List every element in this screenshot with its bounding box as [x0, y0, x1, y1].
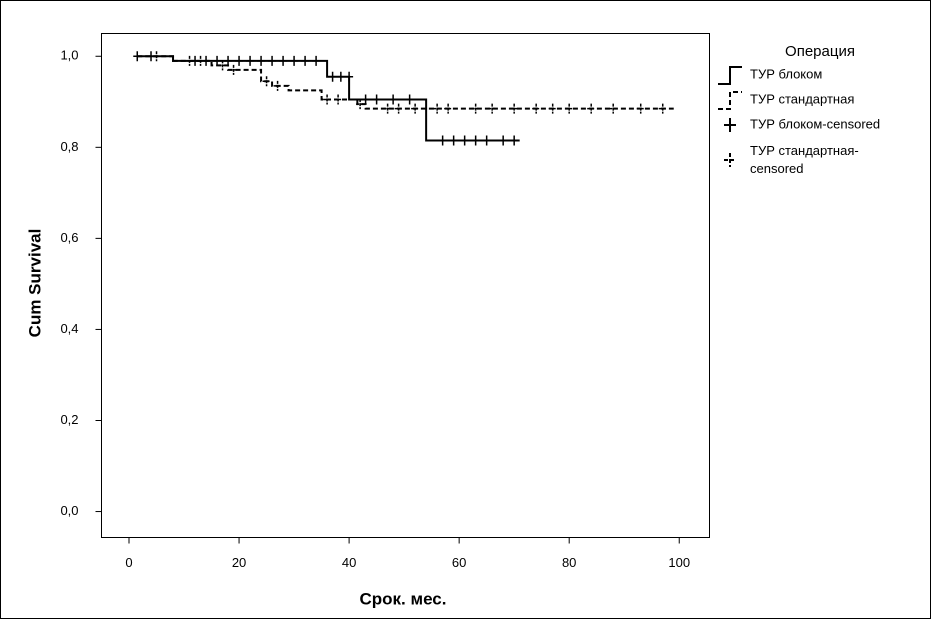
censor-mark [312, 55, 321, 66]
x-tick-label: 0 [125, 555, 132, 570]
y-axis-title: Cum Survival [25, 229, 44, 338]
censor-mark [532, 103, 541, 114]
censor-mark [262, 76, 271, 87]
censor-mark [488, 103, 497, 114]
censor-mark [273, 80, 282, 91]
legend-label: ТУР стандартная [750, 91, 854, 106]
censor-mark [444, 103, 453, 114]
censor-mark [449, 135, 458, 146]
legend-label-line: censored [750, 161, 803, 176]
censor-mark [510, 135, 519, 146]
censor-mark [152, 51, 161, 62]
censor-mark [323, 94, 332, 105]
censor-mark [235, 55, 244, 66]
censor-mark [246, 55, 255, 66]
legend-marker [724, 118, 736, 132]
censor-mark [383, 103, 392, 114]
survival-curve [137, 55, 674, 110]
censor-mark [658, 103, 667, 114]
legend-label: ТУР стандартная-censored [750, 143, 859, 176]
censor-mark [213, 55, 222, 66]
censor-mark [636, 103, 645, 114]
censor-mark [565, 103, 574, 114]
censor-mark [372, 94, 381, 105]
censor-mark [405, 94, 414, 105]
y-tick-label: 0,8 [60, 139, 78, 154]
censor-mark [548, 103, 557, 114]
censor-mark [411, 103, 420, 114]
censor-mark [185, 55, 194, 66]
censor-mark [290, 55, 299, 66]
censor-mark [433, 103, 442, 114]
legend-label: ТУР блоком [750, 66, 822, 81]
x-tick-label: 100 [668, 555, 690, 570]
censor-mark [133, 51, 142, 62]
censor-mark [587, 103, 596, 114]
y-tick-label: 0,6 [60, 230, 78, 245]
censor-mark [361, 94, 370, 105]
legend-title: Операция [785, 43, 855, 60]
y-tick-label: 0,4 [60, 321, 78, 336]
censor-mark [609, 103, 618, 114]
censor-mark [301, 55, 310, 66]
legend-marker [724, 153, 736, 167]
x-tick-label: 80 [562, 555, 576, 570]
censor-mark [224, 55, 233, 66]
censor-mark [394, 103, 403, 114]
censor-mark [510, 103, 519, 114]
censor-mark [471, 103, 480, 114]
censor-mark [356, 99, 365, 110]
legend-label: ТУР блоком-censored [750, 116, 880, 131]
censor-mark [229, 64, 238, 75]
censor-mark [268, 55, 277, 66]
censor-mark [471, 135, 480, 146]
censor-mark [218, 60, 227, 71]
censor-mark [336, 71, 345, 82]
legend-marker [718, 91, 742, 110]
x-tick-label: 40 [342, 555, 356, 570]
y-tick-label: 1,0 [60, 48, 78, 63]
plot-frame [101, 33, 710, 538]
censor-mark [482, 135, 491, 146]
censor-mark [279, 55, 288, 66]
x-tick-label: 60 [452, 555, 466, 570]
legend-marker [718, 66, 742, 85]
censor-mark [328, 71, 337, 82]
censor-mark [334, 94, 343, 105]
y-tick-label: 0,2 [60, 412, 78, 427]
x-axis-title: Срок. мес. [360, 589, 447, 608]
legend-label-line: ТУР стандартная- [750, 143, 859, 158]
censor-mark [499, 135, 508, 146]
y-tick-label: 0,0 [60, 503, 78, 518]
censor-mark [389, 94, 398, 105]
censor-mark [345, 71, 354, 82]
x-tick-label: 20 [232, 555, 246, 570]
censor-mark [257, 55, 266, 66]
censor-mark [460, 135, 469, 146]
censor-mark [438, 135, 447, 146]
censor-mark [196, 55, 205, 66]
